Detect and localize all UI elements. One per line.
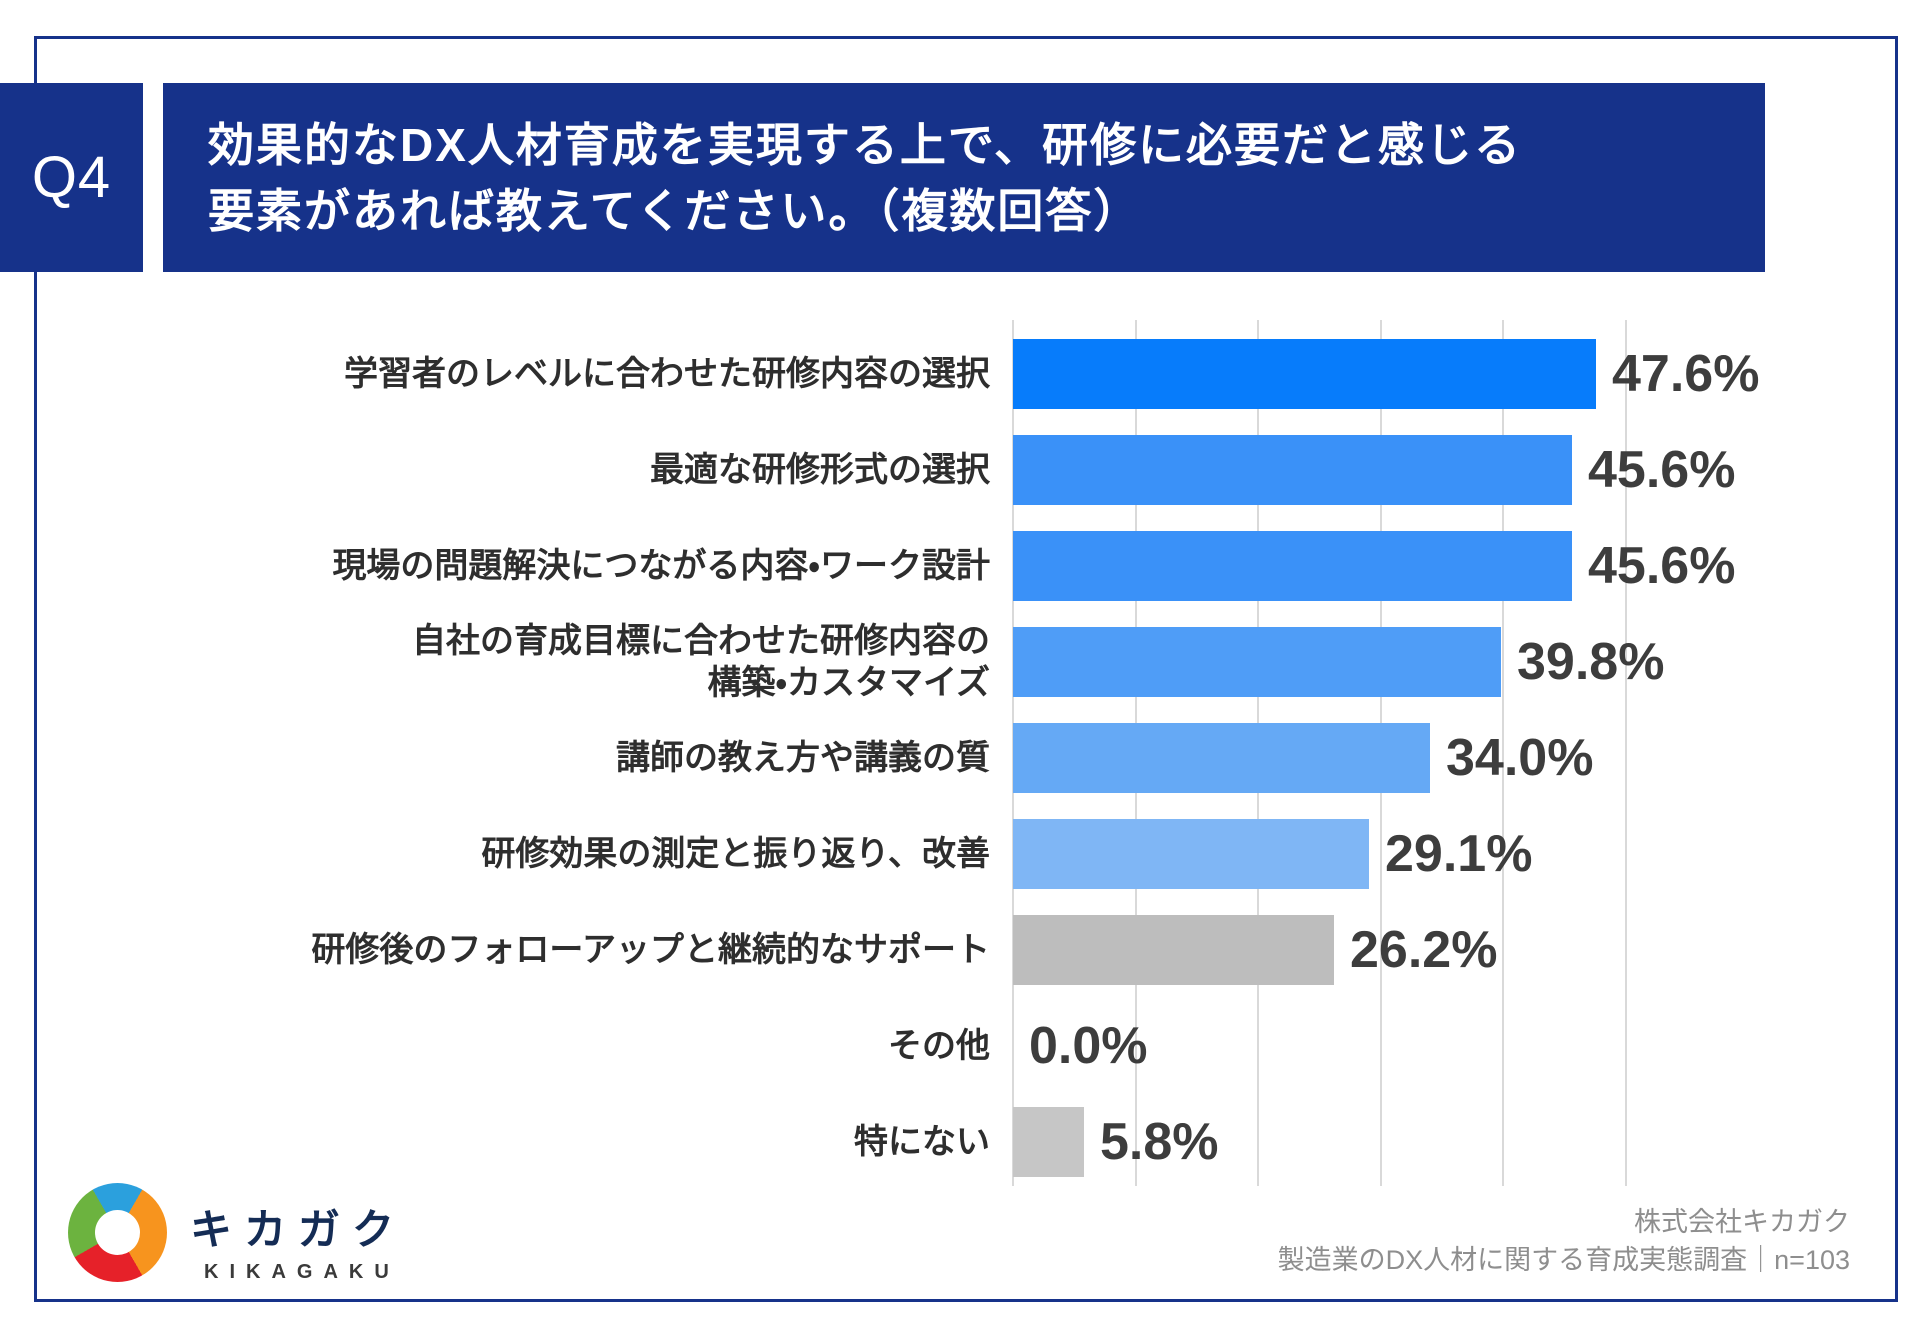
source-note: 株式会社キカガク 製造業のDX人材に関する育成実態調査｜n=103 [1278, 1203, 1850, 1279]
brand-name-en: KIKAGAKU [204, 1261, 400, 1283]
value-label: 5.8% [1100, 1113, 1219, 1171]
gridline [1502, 320, 1504, 1186]
category-label: その他 [888, 1027, 990, 1065]
question-title-line1: 効果的なDX人材育成を実現する上で、研修に必要だと感じる [208, 118, 1523, 171]
bar [1013, 819, 1369, 889]
bar [1013, 531, 1572, 601]
value-label: 39.8% [1517, 633, 1665, 691]
value-label: 29.1% [1385, 825, 1533, 883]
question-title-line2: 要素があれば教えてください。（複数回答） [208, 184, 1142, 237]
source-survey: 製造業のDX人材に関する育成実態調査｜n=103 [1277, 1245, 1850, 1275]
category-label: 研修後のフォローアップと継続的なサポート [311, 931, 990, 969]
kikagaku-logo-icon [68, 1183, 167, 1282]
bar [1013, 435, 1572, 505]
question-number-badge: Q4 [0, 83, 143, 272]
source-company: 株式会社キカガク [1634, 1207, 1850, 1237]
brand-block: キカガク KIKAGAKU [190, 1196, 520, 1284]
gridline [1624, 320, 1627, 1186]
value-label: 45.6% [1588, 441, 1736, 499]
category-label: 現場の問題解決につながる内容・ワーク設計 [332, 547, 990, 585]
bar [1013, 339, 1596, 409]
brand-name-ja: キカガク [190, 1206, 407, 1253]
bar [1013, 915, 1334, 985]
question-title-banner: 効果的なDX人材育成を実現する上で、研修に必要だと感じる 要素があれば教えてくだ… [163, 83, 1765, 272]
question-number: Q4 [31, 145, 112, 210]
category-label: 講師の教え方や講義の質 [616, 739, 990, 777]
category-label: 研修効果の測定と振り返り、改善 [481, 835, 990, 873]
value-label: 34.0% [1446, 729, 1594, 787]
value-label: 45.6% [1588, 537, 1736, 595]
value-label: 26.2% [1350, 921, 1498, 979]
category-label: 最適な研修形式の選択 [650, 451, 990, 489]
bar [1013, 627, 1501, 697]
bar [1013, 723, 1430, 793]
bar [1013, 1107, 1084, 1177]
category-label: 特にない [854, 1123, 990, 1161]
value-label: 0.0% [1029, 1017, 1148, 1075]
category-label: 学習者のレベルに合わせた研修内容の選択 [344, 355, 990, 393]
value-label: 47.6% [1612, 345, 1760, 403]
category-label: 自社の育成目標に合わせた研修内容の 構築・カスタマイズ [412, 622, 990, 702]
slide-border-frame [34, 36, 1898, 1302]
